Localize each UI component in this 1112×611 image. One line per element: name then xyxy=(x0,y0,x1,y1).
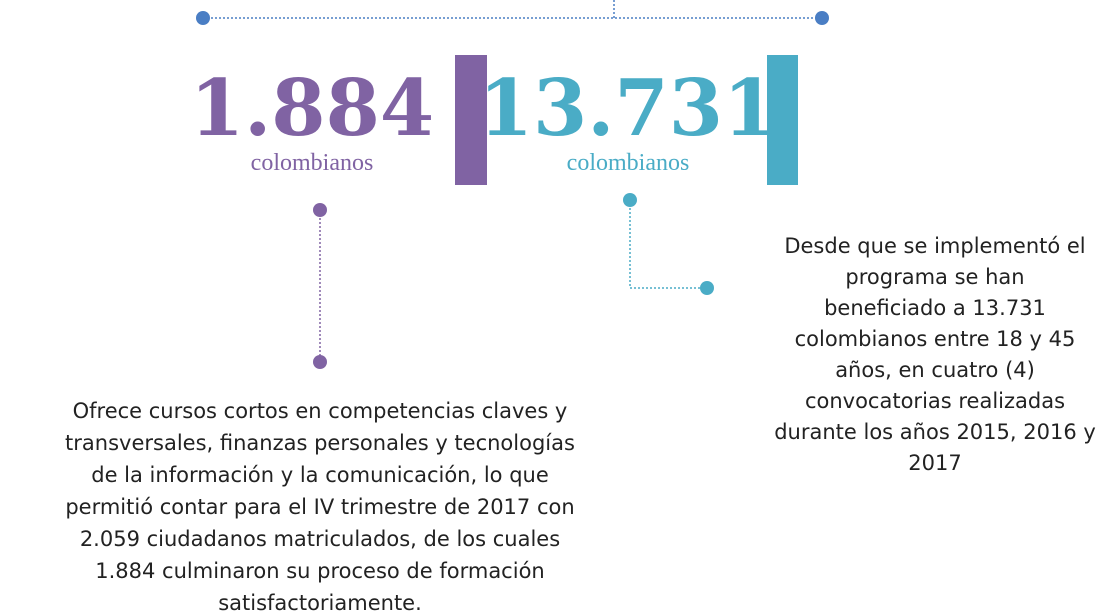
description-line: convocatorias realizadas xyxy=(805,389,1065,413)
description-line: Ofrece cursos cortos en competencias cla… xyxy=(73,399,568,423)
stat-number: 1.884 xyxy=(190,63,434,154)
purple-bar xyxy=(455,55,487,185)
description-line: 1.884 culminaron su proceso de formación xyxy=(95,559,544,583)
description-line: de la información y la comunicación, lo … xyxy=(91,463,549,487)
description-line: años, en cuatro (4) xyxy=(835,358,1035,382)
dot xyxy=(313,355,327,369)
description-line: satisfactoriamente. xyxy=(218,591,422,611)
description-line: colombianos entre 18 y 45 xyxy=(795,327,1076,351)
description-line: durante los años 2015, 2016 y xyxy=(774,420,1096,444)
teal-bar xyxy=(767,55,798,185)
dot xyxy=(700,281,714,295)
description-line: beneficiado a 13.731 xyxy=(824,296,1046,320)
stat-label: colombianos xyxy=(567,150,690,176)
description-line: 2017 xyxy=(908,451,961,475)
dot xyxy=(623,193,637,207)
description-line: permitió contar para el IV trimestre de … xyxy=(65,495,574,519)
teal-connector xyxy=(629,200,707,289)
dot xyxy=(815,11,829,25)
stat-number: 13.731 xyxy=(479,63,778,154)
description-line: transversales, finanzas personales y tec… xyxy=(65,431,575,455)
description-line: Desde que se implementó el xyxy=(784,234,1085,258)
dot xyxy=(196,11,210,25)
connectors xyxy=(196,0,829,369)
stat-label: colombianos xyxy=(251,150,374,176)
description-line: programa se han xyxy=(845,265,1024,289)
dot xyxy=(313,203,327,217)
description-line: 2.059 ciudadanos matriculados, de los cu… xyxy=(80,527,560,551)
